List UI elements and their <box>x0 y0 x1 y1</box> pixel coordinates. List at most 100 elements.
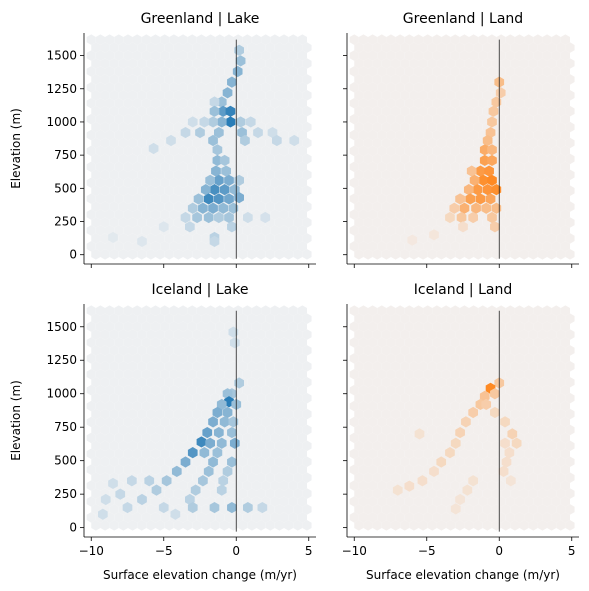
hexbin-cell <box>392 484 403 496</box>
hexbin-cell <box>229 184 240 196</box>
hexbin-cell <box>456 211 467 224</box>
hexbin-cell <box>137 235 147 248</box>
hexbin-cell <box>218 475 229 487</box>
x-tick-label: 0 <box>495 544 503 558</box>
hexbin-cell <box>166 134 176 147</box>
hexbin-cell <box>481 202 492 214</box>
hexbin-cell <box>227 426 237 439</box>
hexbin-cell <box>144 475 155 487</box>
hexbin-cell <box>219 184 230 196</box>
hexbin-cell <box>253 126 263 139</box>
hexbin-cell <box>137 493 147 506</box>
hexbin-cell <box>209 235 220 248</box>
hexbin-cell <box>203 211 214 224</box>
hexbin-cell <box>203 465 214 477</box>
hexbin-cell <box>195 126 205 139</box>
panel-title: Iceland | Lake <box>152 282 249 298</box>
hexbin-cell <box>170 508 181 520</box>
hexbin-cell <box>212 406 223 419</box>
y-tick-label: 1500 <box>46 49 77 63</box>
hexbin-cell <box>185 221 195 233</box>
hexbin-cell <box>272 134 282 147</box>
hexbin-series <box>108 44 300 248</box>
hexbin-cell <box>216 484 227 496</box>
hexbin-cell <box>214 426 224 439</box>
hexbin-cell <box>240 134 250 147</box>
y-tick-label: 250 <box>54 215 77 229</box>
hexbin-cell <box>235 55 246 67</box>
y-tick-label: 0 <box>69 248 77 262</box>
hexbin-cell <box>187 116 198 128</box>
hexbin-series <box>392 377 522 515</box>
hexbin-cell <box>229 437 240 449</box>
hexbin-cell <box>208 134 218 147</box>
hexbin-cell <box>205 174 215 186</box>
hexbin-background <box>349 34 575 260</box>
hexbin-cell <box>472 184 483 196</box>
hexbin-cell <box>214 126 224 139</box>
hexbin-cell <box>227 456 237 468</box>
hexbin-cell <box>209 105 220 117</box>
hexbin-cell <box>212 144 223 156</box>
hexbin-cell <box>243 211 253 224</box>
hexbin-cell <box>199 116 210 128</box>
hexbin-cell <box>187 447 198 459</box>
y-axis-label: Elevation (m) <box>9 108 23 189</box>
hexbin-cell <box>234 377 244 389</box>
hexbin-cell <box>260 211 271 224</box>
hexbin-cell <box>507 428 518 440</box>
hexbin-cell <box>214 193 224 205</box>
hexbin-cell <box>429 465 439 477</box>
hexbin-cell <box>108 477 118 490</box>
hexbin-cell <box>490 406 500 419</box>
x-tick-label: −10 <box>79 544 104 558</box>
hexbin-cell <box>228 326 239 338</box>
hexbin-cell <box>122 501 133 514</box>
hexbin-cell <box>445 447 455 459</box>
hexbin-cell <box>212 447 223 459</box>
hexbin-cell <box>227 501 237 514</box>
hexbin-cell <box>487 144 497 156</box>
hexbin-cell <box>466 165 477 177</box>
hexbin-cell <box>127 475 137 487</box>
hexbin-cell <box>218 202 229 214</box>
hexbin-cell <box>455 426 465 439</box>
hexbin-cell <box>198 475 208 487</box>
hexbin-cell <box>214 174 224 186</box>
panel-title: Greenland | Land <box>403 11 523 27</box>
hexbin-cell <box>198 202 208 214</box>
hexbin-cell <box>445 211 455 224</box>
hexbin-series <box>98 326 268 520</box>
hexbin-cell <box>98 508 108 520</box>
hexbin-cell <box>221 165 231 177</box>
x-axis-label: Surface elevation change (m/yr) <box>103 568 297 582</box>
y-tick-label: 500 <box>54 181 77 195</box>
hexbin-cell <box>482 184 493 196</box>
hexbin-cell <box>289 134 300 147</box>
hexbin-cell <box>171 465 182 477</box>
hexbin-cell <box>224 174 234 186</box>
hexbin-cell <box>491 96 502 108</box>
hexbin-cell <box>216 437 227 449</box>
hexbin-cell <box>222 388 233 400</box>
hexbin-cell <box>222 465 233 477</box>
hexbin-cell <box>471 202 481 214</box>
hexbin-cell <box>491 202 502 214</box>
y-tick-label: 1250 <box>46 82 77 96</box>
hexbin-cell <box>180 456 191 468</box>
hexbin-cell <box>478 174 489 186</box>
hexbin-cell <box>482 134 493 147</box>
hexbin-cell <box>487 154 497 167</box>
hexbin-cell <box>469 174 480 186</box>
hexbin-cell <box>245 116 256 128</box>
hexbin-cell <box>203 193 214 205</box>
x-tick-label: 5 <box>568 544 576 558</box>
hexbin-cell <box>193 193 204 205</box>
hexbin-cell <box>232 65 243 78</box>
hexbin-cell <box>196 436 207 448</box>
hexbin-cell <box>455 193 465 205</box>
hexbin-cell <box>219 154 230 167</box>
hexbin-cell <box>100 493 111 506</box>
hexbin-cell <box>225 116 236 128</box>
